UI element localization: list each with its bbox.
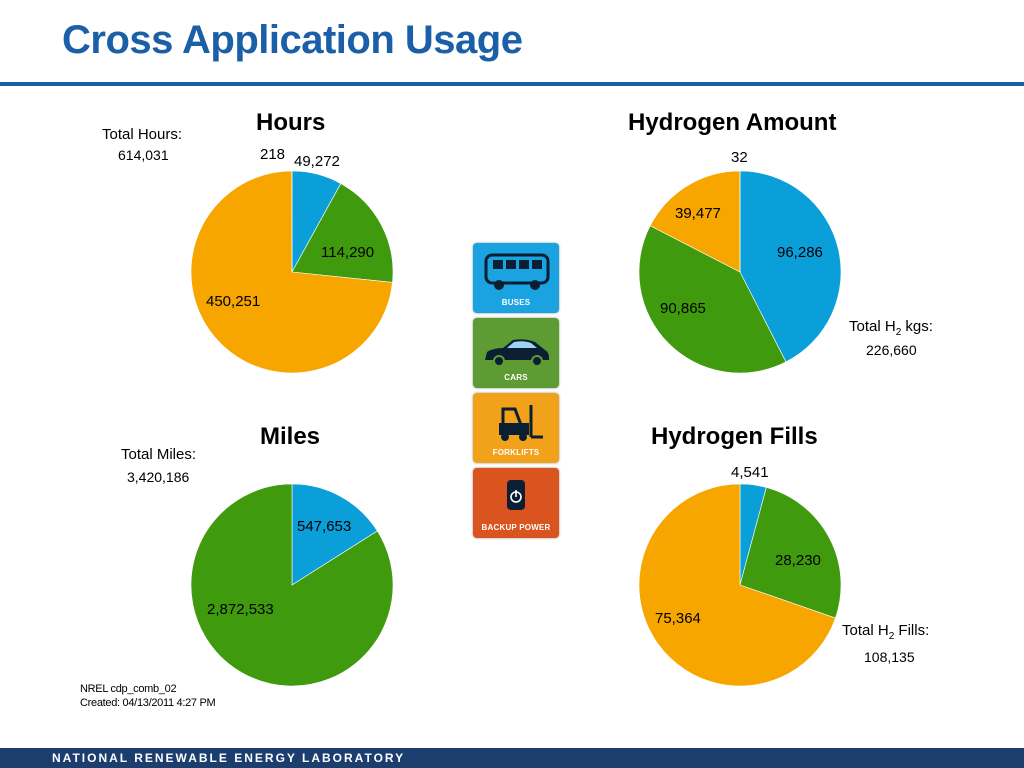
pie-label-fills-buses: 4,541 [731, 464, 769, 481]
pie-chart-hydrogen-fills [638, 483, 842, 687]
bus-icon [484, 253, 550, 290]
pie-slice-cars [291, 183, 394, 283]
legend-label-forklifts: FORKLIFTS [492, 448, 540, 457]
total-hours-label: Total Hours: [102, 126, 183, 143]
pie-slice-cars [638, 225, 787, 374]
chart-title-hours: Hours [256, 109, 326, 136]
footnote-source: NREL cdp_comb_02 [80, 683, 177, 695]
legend-label-cars: CARS [504, 373, 528, 382]
pie-slice-buses [291, 483, 378, 586]
pie-slice-forklifts [649, 170, 741, 273]
legend-tile-backup-power: BACKUP POWER [473, 468, 559, 538]
legend-tile-forklifts: FORKLIFTS [473, 393, 559, 463]
pie-chart-miles [190, 483, 394, 687]
pie-label-hours-forklifts: 450,251 [206, 293, 261, 310]
legend-label-backup-power: BACKUP POWER [481, 523, 551, 532]
footnote-created: Created: 04/13/2011 4:27 PM [80, 697, 216, 709]
pie-label-amount-buses: 96,286 [777, 244, 823, 261]
pie-slice-buses [739, 170, 842, 363]
pie-label-fills-forklifts: 75,364 [655, 610, 701, 627]
pie-label-miles-cars: 2,872,533 [207, 601, 274, 618]
pie-label-amount-forklifts: 39,477 [675, 205, 721, 222]
pie-label-fills-cars: 28,230 [775, 552, 821, 569]
pie-slice-forklifts [638, 483, 836, 687]
pie-label-amount-backup-power: 32 [731, 149, 748, 166]
total-h2-kgs-value: 226,660 [866, 342, 917, 358]
footnote: NREL cdp_comb_02 Created: 04/13/2011 4:2… [80, 682, 216, 710]
total-miles-value: 3,420,186 [127, 469, 190, 485]
total-h2-fills-value: 108,135 [864, 649, 915, 665]
chart-title-miles: Miles [260, 423, 321, 450]
chart-title-hydrogen-amount: Hydrogen Amount [628, 109, 837, 136]
pie-label-hours-backup-power: 218 [260, 146, 286, 163]
title-rule [0, 82, 1024, 86]
footer-text: NATIONAL RENEWABLE ENERGY LABORATORY [52, 751, 406, 765]
total-miles-label: Total Miles: [121, 446, 197, 463]
pie-label-hours-cars: 114,290 [321, 244, 375, 261]
pie-chart-hydrogen-amount [638, 170, 842, 374]
forklift-icon [499, 405, 543, 441]
power-icon [507, 480, 525, 510]
pie-slice-cars [739, 487, 842, 619]
legend-label-buses: BUSES [501, 298, 531, 307]
slide-title: Cross Application Usage [62, 18, 523, 62]
total-h2-fills-label: Total H2 Fills: [842, 622, 930, 642]
footer-bar: NATIONAL RENEWABLE ENERGY LABORATORY [0, 748, 1024, 768]
pie-label-amount-cars: 90,865 [660, 300, 706, 317]
legend-tile-cars: CARS [473, 318, 559, 388]
legend-tile-buses: BUSES [473, 243, 559, 313]
pie-label-hours-buses: 49,272 [294, 153, 340, 170]
pie-chart-hours [190, 170, 394, 374]
car-icon [485, 339, 549, 367]
chart-title-hydrogen-fills: Hydrogen Fills [651, 423, 818, 450]
pie-slice-cars [190, 483, 394, 687]
pie-label-miles-buses: 547,653 [297, 518, 352, 535]
total-h2-kgs-label: Total H2 kgs: [849, 318, 933, 338]
total-hours-value: 614,031 [118, 147, 169, 163]
